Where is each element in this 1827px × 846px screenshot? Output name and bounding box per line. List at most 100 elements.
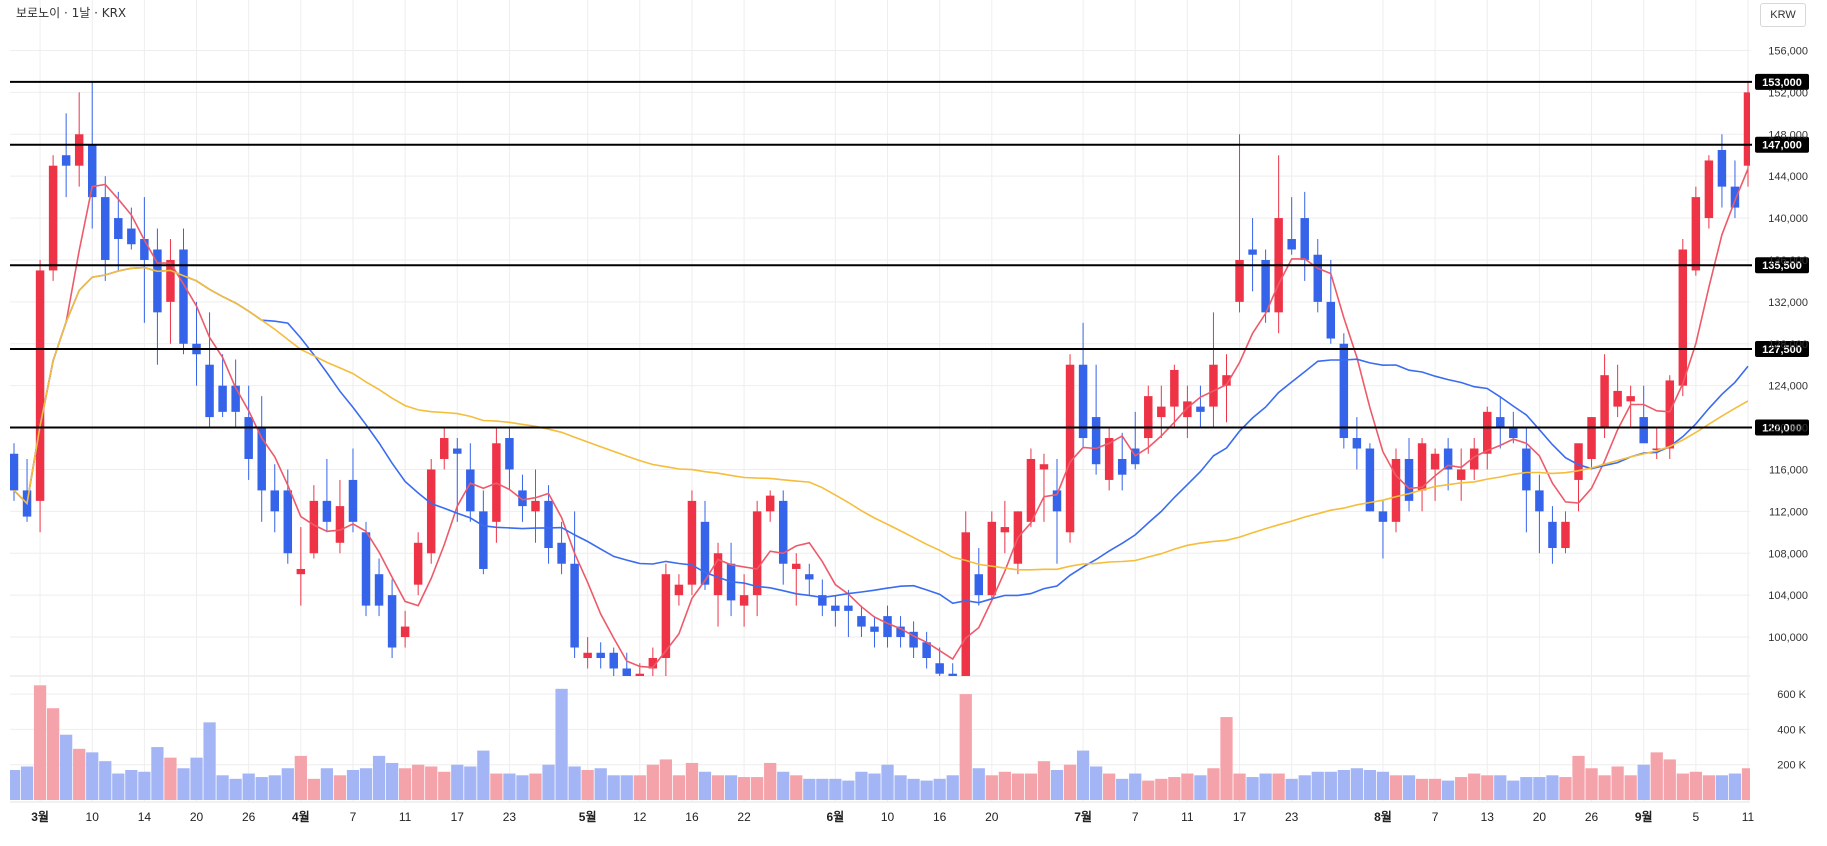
candle-body — [1404, 458, 1414, 501]
candle-body — [1443, 448, 1453, 470]
level-price-tag — [1755, 341, 1809, 357]
candle-body — [296, 568, 306, 575]
time-tick-label: 9월 — [1635, 809, 1653, 824]
volume-bar — [751, 777, 764, 800]
price-tick-label: 132,000 — [1768, 297, 1808, 309]
candle-body — [765, 495, 775, 512]
candle-body — [1561, 521, 1570, 549]
volume-bar — [229, 778, 242, 800]
candle-body — [596, 652, 605, 658]
candle-body — [283, 490, 293, 554]
candle-body — [1117, 458, 1127, 475]
price-tick-label: 124,000 — [1768, 381, 1808, 393]
volume-bar — [1546, 775, 1559, 800]
volume-bar — [294, 755, 307, 800]
candle-body — [557, 542, 566, 564]
time-tick-label: 20 — [1533, 810, 1547, 824]
candle-body — [218, 385, 227, 412]
volume-bar — [346, 770, 360, 800]
candle-body — [440, 438, 449, 459]
candle-body — [114, 218, 123, 240]
time-tick-label: 6월 — [827, 809, 845, 824]
time-tick-label: 26 — [1585, 810, 1599, 824]
volume-bar — [333, 775, 347, 800]
volume-bar — [1533, 777, 1546, 800]
candle-body — [1222, 375, 1231, 386]
level-price-label: 147,000 — [1762, 140, 1802, 152]
candle-body — [752, 511, 762, 596]
volume-bar — [1272, 773, 1285, 800]
volume-bar — [542, 764, 555, 800]
volume-bar — [737, 777, 751, 800]
candle-body — [1052, 490, 1062, 512]
candle-body — [1469, 448, 1479, 470]
volume-bar — [868, 773, 881, 800]
time-tick-label: 22 — [737, 810, 751, 824]
moving-average-line-5 — [13, 168, 1749, 669]
horizontal-level-layer[interactable]: 153,000 147,000 135,500 127,500 120,000 — [10, 73, 1809, 436]
volume-bar — [555, 688, 568, 800]
volume-bar — [490, 773, 503, 800]
candle-body — [231, 385, 240, 412]
candle-body — [974, 574, 984, 596]
volume-bar — [764, 762, 777, 800]
currency-button[interactable]: KRW — [1760, 3, 1806, 27]
price-tick-label: 108,000 — [1768, 548, 1808, 560]
candle-body — [635, 673, 645, 676]
time-tick-label: 7 — [350, 810, 357, 824]
volume-bar — [972, 768, 985, 800]
price-tick-label: 128,000 — [1768, 339, 1808, 351]
volume-bar — [985, 775, 998, 800]
candle-body — [1339, 343, 1349, 439]
volume-bar — [20, 766, 34, 800]
volume-bar — [803, 778, 816, 800]
volume-bar — [516, 775, 529, 800]
volume-bar — [399, 768, 412, 800]
volume-bar — [372, 755, 386, 800]
volume-bar — [164, 757, 177, 800]
candle-body — [648, 658, 658, 669]
candle-body — [1626, 396, 1635, 402]
volume-bar — [1259, 773, 1272, 800]
time-tick-label: 26 — [242, 810, 256, 824]
volume-bar — [125, 770, 138, 800]
candle-body — [1183, 401, 1192, 418]
candle-body — [739, 595, 749, 606]
volume-bar — [46, 708, 60, 800]
candle-body — [1365, 448, 1375, 512]
volume-bar — [881, 764, 894, 800]
volume-bar — [255, 777, 268, 800]
volume-tick-label: 400 K — [1777, 724, 1806, 736]
volume-bar — [1142, 780, 1155, 800]
candle-body — [778, 500, 788, 564]
volume-bar — [151, 747, 164, 800]
time-tick-label: 7 — [1432, 810, 1439, 824]
volume-bar — [907, 778, 920, 800]
candle-body — [61, 155, 71, 166]
candle-body — [831, 605, 840, 611]
volume-bar — [607, 775, 620, 800]
volume-tick-label: 200 K — [1777, 760, 1806, 772]
candle-body — [1104, 438, 1114, 480]
volume-bar — [816, 778, 829, 800]
time-tick-label: 11 — [1181, 810, 1194, 824]
volume-bar — [790, 775, 803, 800]
volume-bar — [1728, 773, 1742, 800]
candle-body — [1483, 411, 1492, 454]
time-tick-label: 13 — [1481, 810, 1495, 824]
candle-body — [205, 364, 214, 418]
candle-body — [1209, 364, 1218, 407]
level-price-tag — [1755, 257, 1809, 274]
candle-body — [1391, 458, 1401, 522]
time-tick-label: 17 — [1233, 810, 1247, 824]
candle-body — [713, 553, 723, 596]
time-tick-label: 11 — [399, 810, 412, 824]
volume-bar — [33, 685, 47, 800]
candle-body — [857, 616, 866, 627]
candle-body — [426, 469, 436, 554]
candle-body — [309, 500, 319, 554]
volume-bar — [412, 764, 425, 800]
time-tick-label: 23 — [503, 810, 517, 824]
